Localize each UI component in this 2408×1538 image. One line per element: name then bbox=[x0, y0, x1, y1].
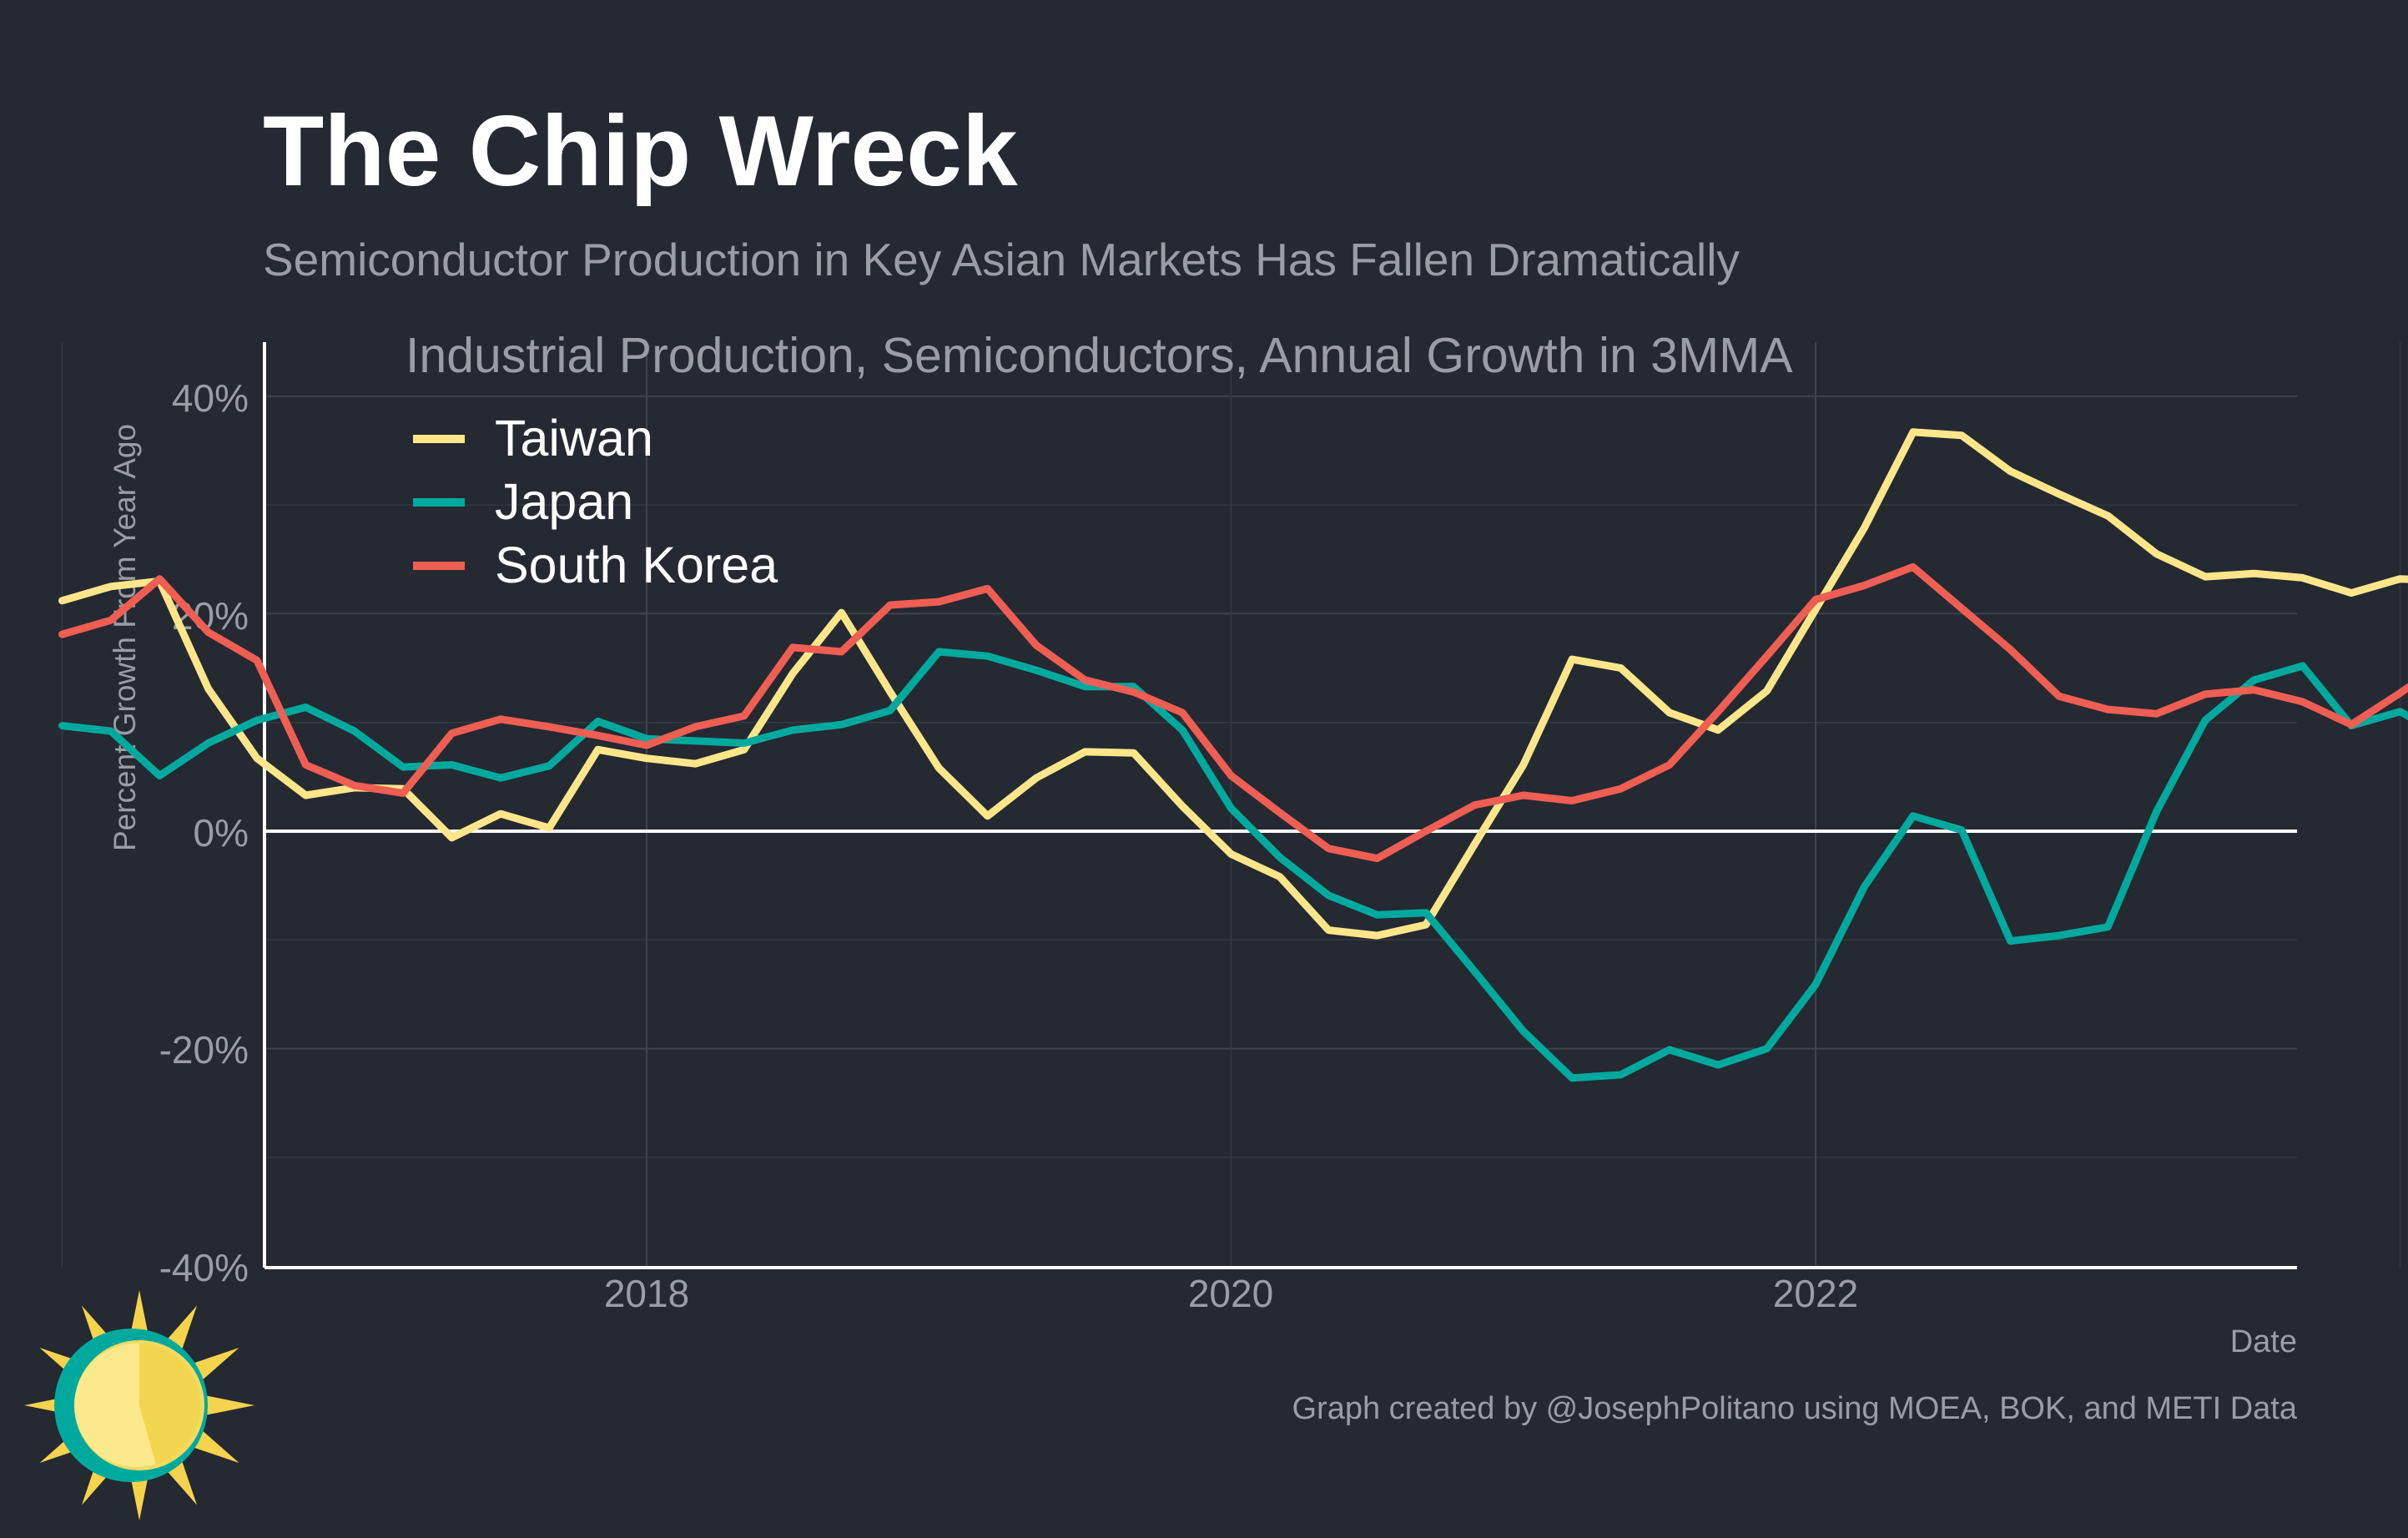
source-caption: Graph created by @JosephPolitano using M… bbox=[1292, 1391, 2298, 1426]
chart-inner-title: Industrial Production, Semiconductors, A… bbox=[406, 328, 1793, 383]
y-tick-label: -40% bbox=[159, 1246, 249, 1289]
chart-title: The Chip Wreck bbox=[263, 95, 1018, 207]
y-tick-label: -20% bbox=[159, 1028, 249, 1072]
x-tick-label: 2018 bbox=[604, 1272, 689, 1315]
x-axis-label: Date bbox=[2230, 1324, 2297, 1359]
series-line-japan bbox=[58, 648, 2408, 1082]
x-tick-label: 2020 bbox=[1188, 1272, 1273, 1315]
y-axis-label: Percent Growth From Year Ago bbox=[108, 424, 142, 851]
y-tick-label: 0% bbox=[194, 811, 249, 855]
series-line-south-korea bbox=[58, 562, 2408, 863]
x-tick-label: 2022 bbox=[1773, 1272, 1858, 1315]
legend-label-taiwan: Taiwan bbox=[495, 410, 653, 466]
sun-logo-icon bbox=[24, 1290, 254, 1520]
chart-subtitle: Semiconductor Production in Key Asian Ma… bbox=[263, 234, 1740, 285]
sun-ray bbox=[196, 1394, 254, 1417]
y-tick-label: 40% bbox=[172, 376, 249, 420]
series-lines bbox=[58, 428, 2408, 1082]
series-line-taiwan bbox=[58, 428, 2408, 940]
legend-item-japan: Japan bbox=[413, 473, 633, 530]
legend-label-japan: Japan bbox=[495, 473, 633, 530]
legend-item-taiwan: Taiwan bbox=[413, 410, 653, 466]
legend-item-south-korea: South Korea bbox=[413, 537, 778, 593]
legend: Taiwan Japan South Korea bbox=[413, 410, 778, 593]
legend-label-south-korea: South Korea bbox=[495, 537, 778, 593]
